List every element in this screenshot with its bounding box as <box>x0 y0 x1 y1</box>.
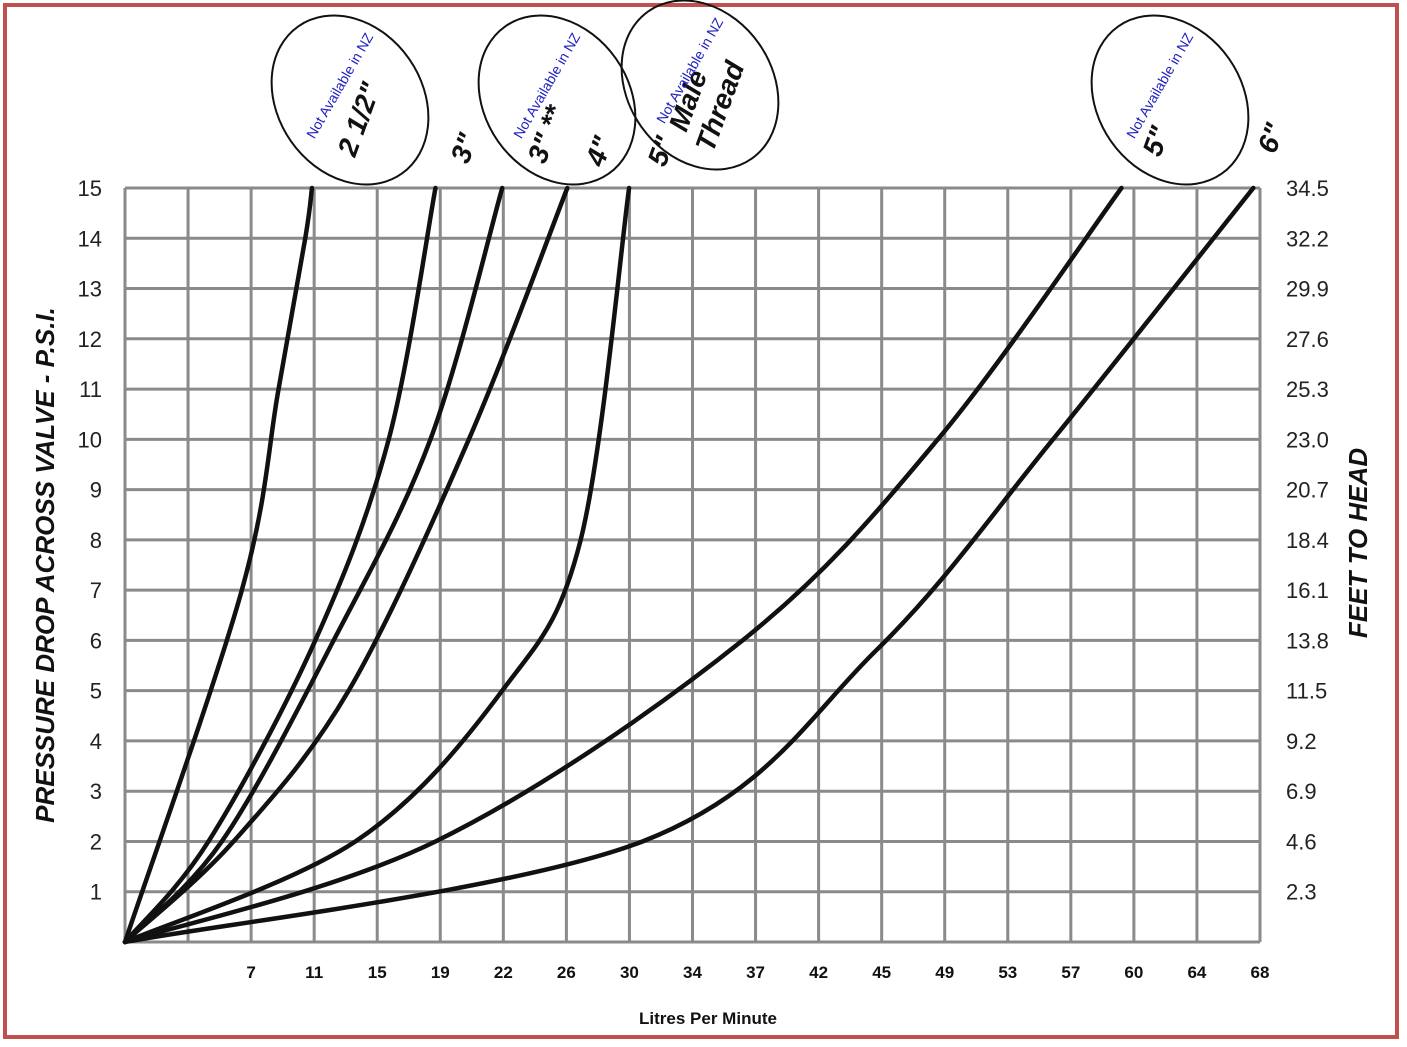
series-line-5 <box>122 185 1124 945</box>
y-axis-label-left: PRESSURE DROP ACROSS VALVE - P.S.I. <box>30 307 60 823</box>
y-tick-label-right: 13.8 <box>1286 628 1329 653</box>
y-tick-label: 12 <box>78 327 102 352</box>
x-tick-label: 15 <box>368 963 387 982</box>
y-tick-label-right: 18.4 <box>1286 528 1329 553</box>
x-axis-label: Litres Per Minute <box>639 1009 777 1028</box>
x-tick-label: 64 <box>1187 963 1206 982</box>
y-tick-label: 6 <box>90 628 102 653</box>
y-tick-label-right: 23.0 <box>1286 427 1329 452</box>
series-name: 5" <box>642 132 681 170</box>
y-tick-label: 13 <box>78 277 102 302</box>
y-tick-label-right: 34.5 <box>1286 176 1329 201</box>
x-tick-label: 57 <box>1061 963 1080 982</box>
y-tick-label: 14 <box>78 226 102 251</box>
y-tick-label-right: 16.1 <box>1286 578 1329 603</box>
y-tick-label: 4 <box>90 729 102 754</box>
x-ticks: 7 11 15 19 22 26 30 34 37 42 45 49 53 57 60 64 68 <box>246 963 1269 982</box>
x-tick-label: 45 <box>872 963 891 982</box>
y-tick-label-right: 11.5 <box>1286 679 1327 704</box>
y-tick-label-right: 27.6 <box>1286 327 1329 352</box>
series-name: 3" <box>445 129 484 167</box>
y-tick-label: 8 <box>90 528 102 553</box>
x-tick-label: 30 <box>620 963 639 982</box>
y-tick-label-right: 6.9 <box>1286 779 1317 804</box>
x-tick-label: 42 <box>809 963 828 982</box>
x-tick-label: 19 <box>431 963 450 982</box>
y-tick-label-right: 2.3 <box>1286 880 1317 905</box>
y-tick-label-right: 29.9 <box>1286 277 1329 302</box>
y-tick-label-right: 9.2 <box>1286 729 1317 754</box>
series-name: 6" <box>1252 119 1291 157</box>
series-line-4 <box>122 185 632 945</box>
y-tick-label: 1 <box>90 880 102 905</box>
series-line-1 <box>122 185 438 945</box>
not-available-ellipse <box>620 0 780 171</box>
series-line-6 <box>122 185 1256 945</box>
series-line-2 <box>122 185 505 945</box>
x-tick-label: 60 <box>1124 963 1143 982</box>
y-ticks-right: 2.3 4.6 6.9 9.2 11.5 13.8 16.1 18.4 20.7 23.0 25.3… <box>1286 176 1329 905</box>
grid <box>123 186 1262 944</box>
x-tick-label: 68 <box>1251 963 1270 982</box>
x-tick-label: 26 <box>557 963 576 982</box>
series-label-6: 6" <box>1252 119 1291 157</box>
curves <box>122 185 1256 945</box>
y-tick-label: 10 <box>78 427 102 452</box>
y-tick-label: 3 <box>90 779 102 804</box>
y-tick-label: 7 <box>90 578 102 603</box>
not-available-ellipse <box>1090 14 1250 186</box>
series-label-3: 4" <box>579 132 619 171</box>
series-line-3 <box>122 185 570 945</box>
y-axis-label-right: FEET TO HEAD <box>1343 448 1373 638</box>
not-available-note: Not Available in NZ <box>1123 30 1196 141</box>
x-tick-label: 11 <box>305 963 323 982</box>
not-available-notes: Not Available in NZ Not Available in NZ No… <box>270 0 1250 186</box>
x-tick-label: 53 <box>998 963 1017 982</box>
y-tick-label: 15 <box>78 176 102 201</box>
series-label-1: 3" <box>445 129 484 167</box>
series-line-0 <box>122 185 315 945</box>
not-available-ellipse <box>477 14 637 186</box>
not-available-ellipse <box>270 14 430 186</box>
y-tick-label-right: 4.6 <box>1286 829 1317 854</box>
chart-frame <box>3 3 1399 1039</box>
x-tick-label: 34 <box>683 963 702 982</box>
y-tick-label: 5 <box>90 679 102 704</box>
x-tick-label: 22 <box>494 963 513 982</box>
y-tick-label: 2 <box>90 829 102 854</box>
y-tick-label-right: 32.2 <box>1286 226 1329 251</box>
y-tick-label-right: 25.3 <box>1286 377 1329 402</box>
x-tick-label: 49 <box>935 963 954 982</box>
y-tick-label: 11 <box>79 377 102 402</box>
y-tick-label: 9 <box>90 478 102 503</box>
series-name: 4" <box>579 132 619 171</box>
x-tick-label: 7 <box>246 963 255 982</box>
x-tick-label: 37 <box>746 963 765 982</box>
y-tick-label-right: 20.7 <box>1286 478 1329 503</box>
